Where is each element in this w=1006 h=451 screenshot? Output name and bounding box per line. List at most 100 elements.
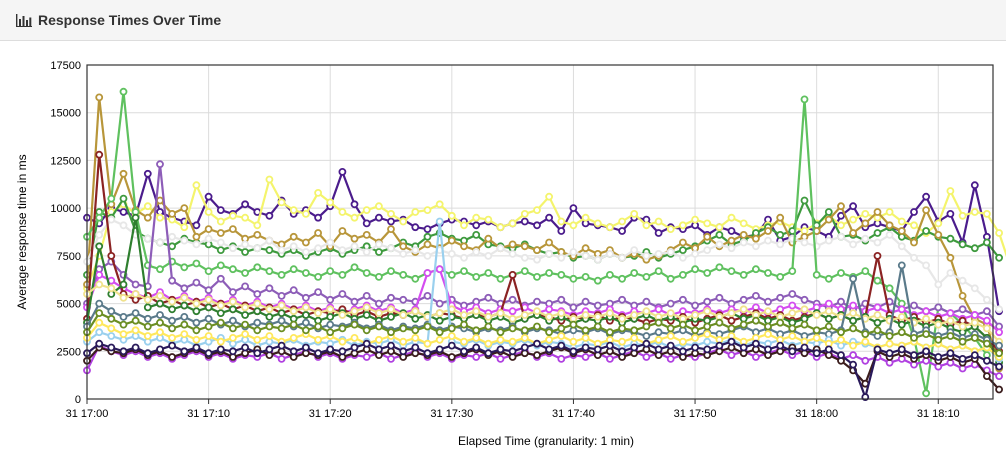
data-point: [338, 167, 347, 176]
data-point: [411, 307, 420, 316]
data-point: [362, 303, 371, 312]
data-point: [642, 221, 651, 230]
line-chart: 0 2500 5000 7500 10000 12500 15000 17500 31 17:…: [15, 60, 1006, 448]
data-point: [970, 318, 979, 327]
data-point: [545, 305, 553, 314]
data-point: [630, 209, 639, 218]
data-point: [143, 303, 152, 312]
data-point: [752, 316, 760, 325]
data-point: [314, 288, 323, 297]
data-point: [776, 272, 785, 281]
data-point: [411, 333, 420, 342]
data-point: [131, 290, 140, 298]
data-point: [192, 343, 201, 352]
data-point: [253, 299, 262, 308]
data-point: [910, 208, 918, 216]
data-point: [922, 192, 930, 201]
data-point: [752, 265, 760, 274]
data-point: [739, 238, 748, 247]
data-point: [861, 209, 870, 218]
data-point: [326, 295, 335, 304]
data-point: [180, 293, 189, 302]
data-point: [119, 208, 128, 216]
data-point: [995, 305, 1003, 314]
data-point: [435, 316, 444, 325]
data-point: [301, 238, 310, 247]
data-point: [484, 293, 493, 302]
data-point: [168, 305, 177, 314]
data-point: [739, 219, 748, 228]
data-point: [703, 232, 712, 241]
data-point: [192, 278, 201, 287]
data-point: [423, 251, 432, 260]
data-point: [837, 232, 845, 241]
data-point: [362, 230, 371, 239]
data-point: [472, 213, 481, 222]
data-point: [983, 238, 991, 247]
data-point: [156, 196, 164, 205]
data-point: [849, 324, 857, 333]
data-point: [387, 244, 395, 253]
data-point: [618, 274, 626, 283]
data-point: [228, 347, 237, 356]
data-point: [666, 299, 675, 308]
data-point: [800, 238, 809, 247]
data-point: [265, 284, 274, 293]
data-point: [581, 326, 590, 335]
data-point: [849, 360, 857, 369]
data-point: [253, 326, 262, 335]
data-point: [885, 221, 894, 230]
data-point: [630, 246, 639, 255]
data-point: [314, 272, 323, 281]
series-line: [86, 344, 1000, 378]
data-point: [849, 274, 857, 283]
data-point: [301, 209, 310, 218]
data-point: [289, 286, 298, 295]
data-point: [192, 259, 201, 268]
data-point: [557, 332, 566, 340]
data-point: [374, 213, 383, 222]
data-point: [350, 242, 359, 251]
data-point: [338, 347, 347, 356]
data-point: [545, 328, 553, 337]
data-point: [95, 93, 104, 102]
data-point: [800, 305, 809, 314]
data-point: [496, 345, 505, 354]
data-point: [326, 345, 335, 354]
series-line: [85, 216, 1001, 364]
data-point: [533, 297, 541, 306]
data-point: [666, 248, 675, 256]
data-point: [107, 314, 116, 323]
data-point: [739, 270, 748, 279]
data-point: [168, 333, 177, 342]
data-point: [447, 211, 456, 220]
data-point: [484, 349, 493, 358]
data-point: [204, 295, 213, 304]
data-point: [642, 307, 651, 316]
data-point: [837, 335, 845, 344]
data-point: [387, 225, 395, 234]
data-point: [314, 322, 323, 331]
data-point: [983, 356, 991, 365]
data-point: [387, 354, 395, 363]
data-point: [812, 311, 821, 319]
data-point: [557, 309, 566, 318]
data-point: [946, 187, 955, 195]
data-point: [873, 311, 882, 319]
data-point: [703, 307, 712, 316]
bar-chart-icon: [16, 13, 32, 27]
data-point: [253, 221, 262, 230]
data-point: [545, 192, 553, 201]
data-point: [204, 192, 213, 201]
data-point: [277, 316, 286, 325]
data-point: [679, 337, 687, 346]
data-point: [958, 291, 967, 300]
data-point: [95, 318, 104, 327]
data-point: [727, 244, 736, 253]
data-point: [679, 295, 687, 304]
data-point: [192, 326, 201, 335]
data-point: [630, 343, 639, 352]
data-point: [520, 242, 529, 251]
data-point: [520, 267, 529, 276]
data-point: [508, 270, 517, 279]
